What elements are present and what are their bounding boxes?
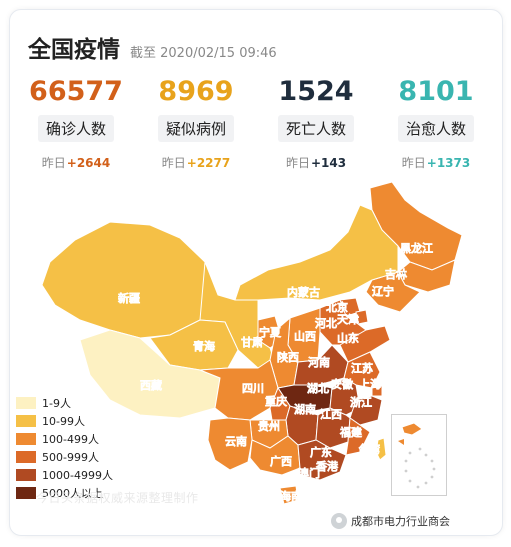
- province-label: 江西: [320, 408, 342, 421]
- yesterday-delta: +143: [310, 156, 347, 170]
- yesterday-delta: +1373: [426, 156, 471, 170]
- stat-cured: 8101 治愈人数 昨日+1373: [380, 75, 492, 171]
- province-label: 浙江: [350, 396, 372, 409]
- stat-value: 66577: [29, 76, 123, 107]
- province-label: 广东: [310, 446, 332, 459]
- province-label: 广西: [270, 455, 292, 468]
- legend-swatch: [16, 468, 36, 481]
- china-map: 黑龙江 吉林 辽宁 内蒙古 新疆 北京 天津 河北 宁夏 山西 山东 甘肃 青海…: [41, 181, 463, 505]
- legend-item: 10-99人: [16, 413, 113, 428]
- legend-item: 1-9人: [16, 395, 113, 410]
- province-label: 陕西: [277, 350, 299, 364]
- province-label: 宁夏: [259, 325, 281, 339]
- header: 全国疫情 截至 2020/02/15 09:46: [28, 30, 277, 64]
- legend-swatch: [16, 414, 36, 427]
- watermark-text: 成都市电力行业商会: [351, 515, 450, 528]
- province-label: 重庆: [265, 394, 287, 408]
- wechat-watermark: 成都市电力行业商会: [331, 513, 450, 529]
- yesterday-prefix: 昨日: [285, 156, 310, 170]
- stat-label: 治愈人数: [397, 115, 474, 142]
- stat-yesterday: 昨日+2644: [20, 154, 132, 171]
- province-label: 吉林: [385, 267, 407, 281]
- province-label: 云南: [225, 435, 247, 448]
- province-label: 天津: [337, 313, 359, 326]
- province-label: 福建: [340, 425, 362, 439]
- legend-swatch: [16, 486, 36, 499]
- stat-value: 8969: [158, 76, 234, 107]
- stat-deaths: 1524 死亡人数 昨日+143: [260, 75, 372, 171]
- stat-yesterday: 昨日+2277: [140, 154, 252, 171]
- stat-label: 疑似病例: [157, 115, 234, 142]
- stat-yesterday: 昨日+1373: [380, 154, 492, 171]
- province-label: 湖南: [294, 403, 316, 416]
- province-label: 内蒙古: [287, 285, 320, 299]
- province-guangdong[interactable]: [297, 439, 347, 481]
- province-label: 安徽: [331, 377, 353, 391]
- stat-confirmed: 66577 确诊人数 昨日+2644: [20, 75, 132, 171]
- as-of-timestamp: 截至 2020/02/15 09:46: [130, 46, 277, 61]
- inset-islands: [398, 422, 436, 489]
- south-china-sea-inset: [391, 414, 447, 496]
- province-label: 山西: [294, 330, 316, 343]
- legend-label: 10-99人: [42, 414, 85, 428]
- legend-label: 5000人以上: [42, 486, 103, 500]
- yesterday-prefix: 昨日: [161, 156, 186, 170]
- stats-row: 66577 确诊人数 昨日+2644 8969 疑似病例 昨日+2277 152…: [20, 75, 492, 171]
- stat-value: 8101: [398, 76, 474, 107]
- province-tianjin[interactable]: [355, 309, 369, 325]
- province-label: 澳门: [298, 466, 320, 480]
- province-label: 北京: [326, 300, 348, 314]
- province-label: 河南: [308, 356, 330, 369]
- province-taiwan[interactable]: [375, 437, 387, 461]
- legend-label: 1000-4999人: [42, 468, 113, 482]
- province-label: 台湾: [358, 442, 380, 456]
- province-label: 辽宁: [372, 284, 394, 298]
- legend-label: 100-499人: [42, 432, 99, 446]
- legend-label: 500-999人: [42, 450, 99, 464]
- province-label: 湖北: [307, 382, 329, 395]
- province-label: 贵州: [258, 420, 280, 433]
- province-shanghai[interactable]: [371, 385, 383, 397]
- yesterday-prefix: 昨日: [401, 156, 426, 170]
- stat-label: 死亡人数: [277, 115, 354, 142]
- legend-swatch: [16, 432, 36, 445]
- stat-label: 确诊人数: [37, 115, 114, 142]
- legend-item: 1000-4999人: [16, 467, 113, 482]
- province-label: 四川: [242, 382, 264, 395]
- province-label: 青海: [193, 339, 215, 353]
- province-label: 山东: [337, 332, 359, 345]
- province-label: 江苏: [351, 362, 373, 375]
- province-label: 新疆: [118, 291, 140, 305]
- legend-item: 500-999人: [16, 449, 113, 464]
- province-label: 甘肃: [241, 336, 263, 349]
- source-note: 今日头条据权威来源整理制作: [36, 491, 199, 505]
- province-xinjiang[interactable]: [41, 221, 219, 339]
- province-label: 西藏: [140, 379, 162, 392]
- wechat-icon: [331, 513, 347, 529]
- legend-swatch: [16, 396, 36, 409]
- yesterday-delta: +2277: [186, 156, 231, 170]
- province-label: 香港: [316, 460, 338, 473]
- province-liaoning[interactable]: [365, 271, 421, 313]
- page-title: 全国疫情: [28, 37, 120, 63]
- province-label: 黑龙江: [400, 242, 433, 255]
- legend-swatch: [16, 450, 36, 463]
- stat-yesterday: 昨日+143: [260, 154, 372, 171]
- yesterday-delta: +2644: [66, 156, 111, 170]
- province-hainan[interactable]: [279, 485, 299, 505]
- province-label: 海南: [280, 489, 302, 503]
- legend-item: 5000人以上: [16, 485, 113, 500]
- legend-item: 100-499人: [16, 431, 113, 446]
- stat-value: 1524: [278, 76, 354, 107]
- province-yunnan[interactable]: [207, 417, 253, 471]
- stat-suspected: 8969 疑似病例 昨日+2277: [140, 75, 252, 171]
- map-legend: 1-9人 10-99人 100-499人 500-999人 1000-4999人…: [16, 395, 113, 503]
- legend-label: 1-9人: [42, 396, 71, 410]
- province-label: 上海: [359, 377, 381, 391]
- yesterday-prefix: 昨日: [41, 156, 66, 170]
- province-label: 河北: [315, 317, 337, 330]
